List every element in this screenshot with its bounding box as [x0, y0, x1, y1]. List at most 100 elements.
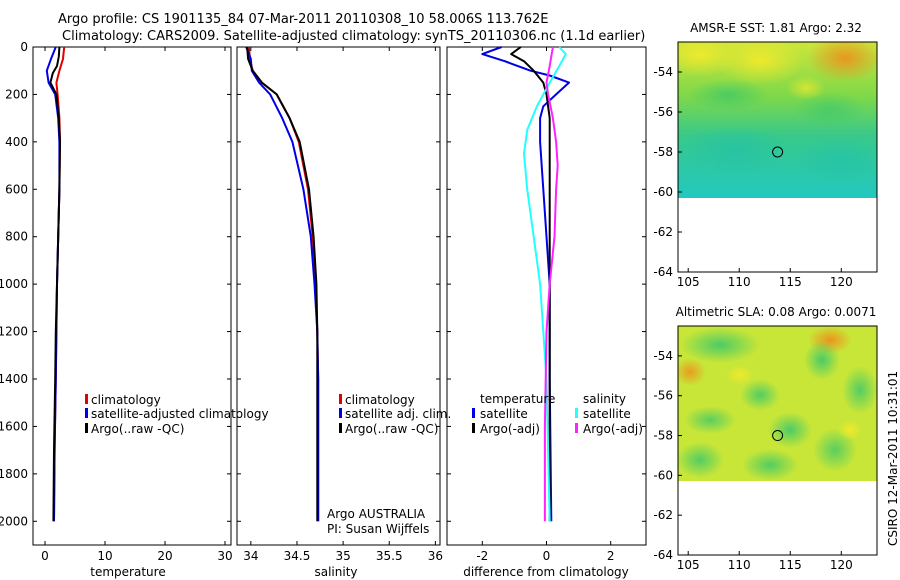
sst-argo-location-marker [772, 146, 784, 158]
map-y-tick-label: -54 [653, 65, 673, 79]
y-tick-label: 0 [20, 40, 28, 54]
sla-map-panel: Altimetric SLA: 0.08 Argo: 0.0071 105 110… [653, 305, 878, 572]
sla-argo-location-marker [772, 430, 784, 442]
legend-label-argo: Argo(..raw -QC) [91, 422, 184, 436]
sst-heatmap-image [678, 42, 877, 198]
x-tick-label: 30 [217, 549, 232, 563]
x-tick-label: 34 [243, 549, 258, 563]
temperature-panel: 0 10 20 30 0 200 400 600 800 1000 1200 1400 1600 1800… [0, 40, 269, 579]
sst-map-frame [677, 41, 878, 273]
difference-axes-frame [446, 46, 647, 546]
difference-x-label: difference from climatology [463, 565, 629, 579]
y-tick-label: 200 [5, 87, 28, 101]
map-y-tick-label: -56 [653, 389, 673, 403]
salinity-x-label: salinity [314, 565, 357, 579]
y-tick-label: 1800 [0, 467, 28, 481]
legend-label-argo: Argo(..raw -QC) [345, 422, 438, 436]
sla-map-title: Altimetric SLA: 0.08 Argo: 0.0071 [676, 305, 877, 319]
chart-title-line-1: Argo profile: CS 1901135_84 07-Mar-2011 … [58, 12, 549, 27]
map-y-tick-label: -62 [653, 508, 673, 522]
map-x-tick-label: 120 [830, 558, 853, 572]
x-tick-label: 35 [335, 549, 350, 563]
series-line-satellite-adj-clim [245, 46, 320, 522]
salinity-axes-frame [236, 46, 441, 546]
legend-swatch-sal-satellite [575, 408, 578, 418]
x-tick-label: 35.5 [376, 549, 403, 563]
map-x-tick-label: 105 [677, 275, 700, 289]
legend-label-satellite-adjusted: satellite adj. clim. [345, 407, 451, 421]
legend-group-temperature: temperature [480, 392, 555, 406]
difference-panel: -2 0 2 difference from climatology tempera… [446, 46, 647, 579]
legend-label-climatology: climatology [91, 393, 161, 407]
map-y-tick-label: -58 [653, 429, 673, 443]
legend-swatch-sal-argo [575, 423, 578, 433]
map-y-tick-label: -64 [653, 265, 673, 279]
map-x-tick-label: 115 [779, 558, 802, 572]
series-line-salinity-argo-adj [543, 46, 559, 522]
map-x-tick-label: 105 [677, 558, 700, 572]
legend-label-sal-satellite: satellite [583, 407, 631, 421]
legend-swatch-argo [339, 423, 342, 433]
sla-map-frame [677, 325, 878, 556]
map-x-tick-label: 110 [728, 558, 751, 572]
x-tick-label: -2 [476, 549, 488, 563]
series-line-argo-raw-qc [246, 46, 319, 522]
series-line-argo-raw-qc [49, 46, 61, 522]
map-x-tick-label: 110 [728, 275, 751, 289]
map-y-tick-label: -54 [653, 349, 673, 363]
x-tick-label: 34.5 [284, 549, 311, 563]
y-tick-label: 800 [5, 230, 28, 244]
x-tick-label: 36 [428, 549, 443, 563]
map-y-tick-label: -60 [653, 185, 673, 199]
x-tick-label: 0 [41, 549, 49, 563]
legend-swatch-temp-satellite [472, 408, 475, 418]
legend-swatch-satellite-adjusted [85, 408, 88, 418]
map-y-tick-label: -60 [653, 468, 673, 482]
legend-swatch-climatology [339, 394, 342, 404]
legend-label-satellite-adjusted: satellite-adjusted climatology [91, 407, 269, 421]
legend-label-temp-argo: Argo(-adj) [480, 422, 540, 436]
series-line-climatology [248, 46, 320, 522]
y-tick-label: 600 [5, 182, 28, 196]
temperature-x-label: temperature [90, 565, 165, 579]
temperature-axes-frame [32, 46, 232, 546]
legend-swatch-argo [85, 423, 88, 433]
chart-title-line-2: Climatology: CARS2009. Satellite-adjuste… [62, 29, 646, 44]
y-tick-label: 400 [5, 135, 28, 149]
csiro-timestamp: CSIRO 12-Mar-2011 10:31:01 [886, 370, 900, 546]
map-y-tick-label: -58 [653, 145, 673, 159]
difference-legend: temperature satellite Argo(-adj) salinit… [472, 392, 643, 436]
sla-heatmap-image [678, 326, 877, 481]
map-y-tick-label: -64 [653, 548, 673, 562]
legend-label-climatology: climatology [345, 393, 415, 407]
salinity-panel: 34 34.5 35 35.5 36 salinity climatology sate… [236, 46, 451, 579]
temperature-legend: climatology satellite-adjusted climatolo… [85, 393, 269, 436]
y-tick-label: 2000 [0, 514, 28, 528]
legend-swatch-climatology [85, 394, 88, 404]
x-tick-label: 10 [97, 549, 112, 563]
x-tick-label: 20 [157, 549, 172, 563]
x-tick-label: 0 [543, 549, 551, 563]
series-line-temperature-argo-adj [510, 46, 551, 522]
y-tick-label: 1600 [0, 419, 28, 433]
legend-label-temp-satellite: satellite [480, 407, 528, 421]
legend-group-salinity: salinity [583, 392, 626, 406]
sst-map-panel: AMSR-E SST: 1.81 Argo: 2.32 105 110 115 120… [653, 21, 878, 289]
map-x-tick-label: 120 [830, 275, 853, 289]
y-tick-label: 1200 [0, 325, 28, 339]
map-y-tick-label: -62 [653, 225, 673, 239]
x-tick-label: 2 [607, 549, 615, 563]
series-line-temperature-satellite [481, 46, 570, 522]
legend-swatch-satellite-adjusted [339, 408, 342, 418]
sst-map-title: AMSR-E SST: 1.81 Argo: 2.32 [690, 21, 862, 35]
legend-label-sal-argo: Argo(-adj) [583, 422, 643, 436]
y-tick-label: 1400 [0, 372, 28, 386]
pi-annotation: PI: Susan Wijffels [327, 522, 429, 536]
salinity-legend: climatology satellite adj. clim. Argo(..… [339, 393, 451, 436]
legend-swatch-temp-argo [472, 423, 475, 433]
map-y-tick-label: -56 [653, 105, 673, 119]
map-x-tick-label: 115 [779, 275, 802, 289]
y-tick-label: 1000 [0, 277, 28, 291]
argo-program-annotation: Argo AUSTRALIA [327, 507, 426, 521]
